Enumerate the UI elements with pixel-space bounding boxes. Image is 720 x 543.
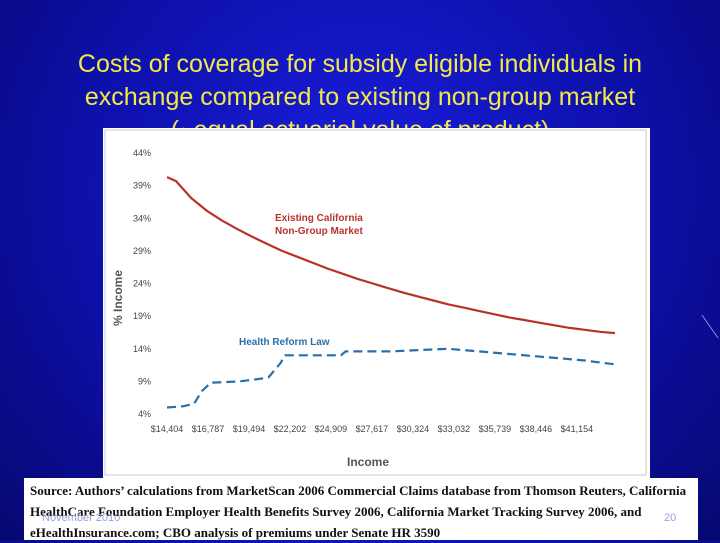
y-axis-title: % Income	[111, 270, 125, 326]
footer-date: November 2010	[42, 512, 121, 524]
title-line-1: Costs of coverage for subsidy eligible i…	[77, 50, 643, 78]
x-tick-label: $35,739	[479, 424, 512, 434]
x-tick-label: $22,202	[274, 424, 307, 434]
y-tick-label: 34%	[133, 213, 151, 223]
series-line-health-reform	[166, 347, 616, 409]
series-layer	[166, 176, 616, 409]
y-tick-label: 24%	[133, 279, 151, 289]
y-tick-label: 14%	[133, 344, 151, 354]
y-tick-label: 4%	[138, 409, 151, 419]
source-line-2: HealthCare Foundation Employer Health Be…	[30, 504, 642, 519]
x-tick-label: $27,617	[356, 424, 389, 434]
x-tick-label: $16,787	[192, 424, 225, 434]
x-tick-label: $14,404	[151, 424, 184, 434]
x-tick-label: $38,446	[520, 424, 553, 434]
title-line-2: exchange compared to existing non-group …	[84, 83, 636, 111]
decorative-line	[701, 314, 719, 339]
source-line-3: eHealthInsurance.com; CBO analysis of pr…	[30, 525, 441, 540]
y-tick-label: 9%	[138, 376, 151, 386]
y-tick-label: 19%	[133, 311, 151, 321]
series-label-reform: Health Reform Law	[239, 337, 330, 348]
series-line-existing-market	[166, 176, 616, 335]
plot-border	[104, 129, 647, 476]
source-note: Source: Authors’ calculations from Marke…	[24, 478, 698, 540]
series-label-existing-line-1: Existing California	[275, 213, 363, 224]
x-tick-label: $24,909	[315, 424, 348, 434]
y-tick-label: 29%	[133, 246, 151, 256]
x-tick-label: $33,032	[438, 424, 471, 434]
series-label-existing-line-2: Non-Group Market	[275, 226, 363, 237]
chart-panel: 4% 9% 14% 19% 24% 29% 34% 39% 44% $14,404 $16,787…	[103, 128, 650, 478]
y-tick-label: 39%	[133, 181, 151, 191]
x-axis-title: Income	[347, 455, 389, 469]
x-axis: $14,404 $16,787 $19,494 $22,202 $24,909 $27,6…	[151, 424, 593, 434]
x-tick-label: $41,154	[561, 424, 594, 434]
y-axis: 4% 9% 14% 19% 24% 29% 34% 39% 44%	[133, 148, 151, 419]
line-chart: 4% 9% 14% 19% 24% 29% 34% 39% 44% $14,404 $16,787…	[104, 129, 647, 476]
page-number: 20	[664, 512, 677, 524]
y-tick-label: 44%	[133, 148, 151, 158]
source-line-1: Source: Authors’ calculations from Marke…	[30, 483, 687, 498]
x-tick-label: $30,324	[397, 424, 430, 434]
x-tick-label: $19,494	[233, 424, 266, 434]
